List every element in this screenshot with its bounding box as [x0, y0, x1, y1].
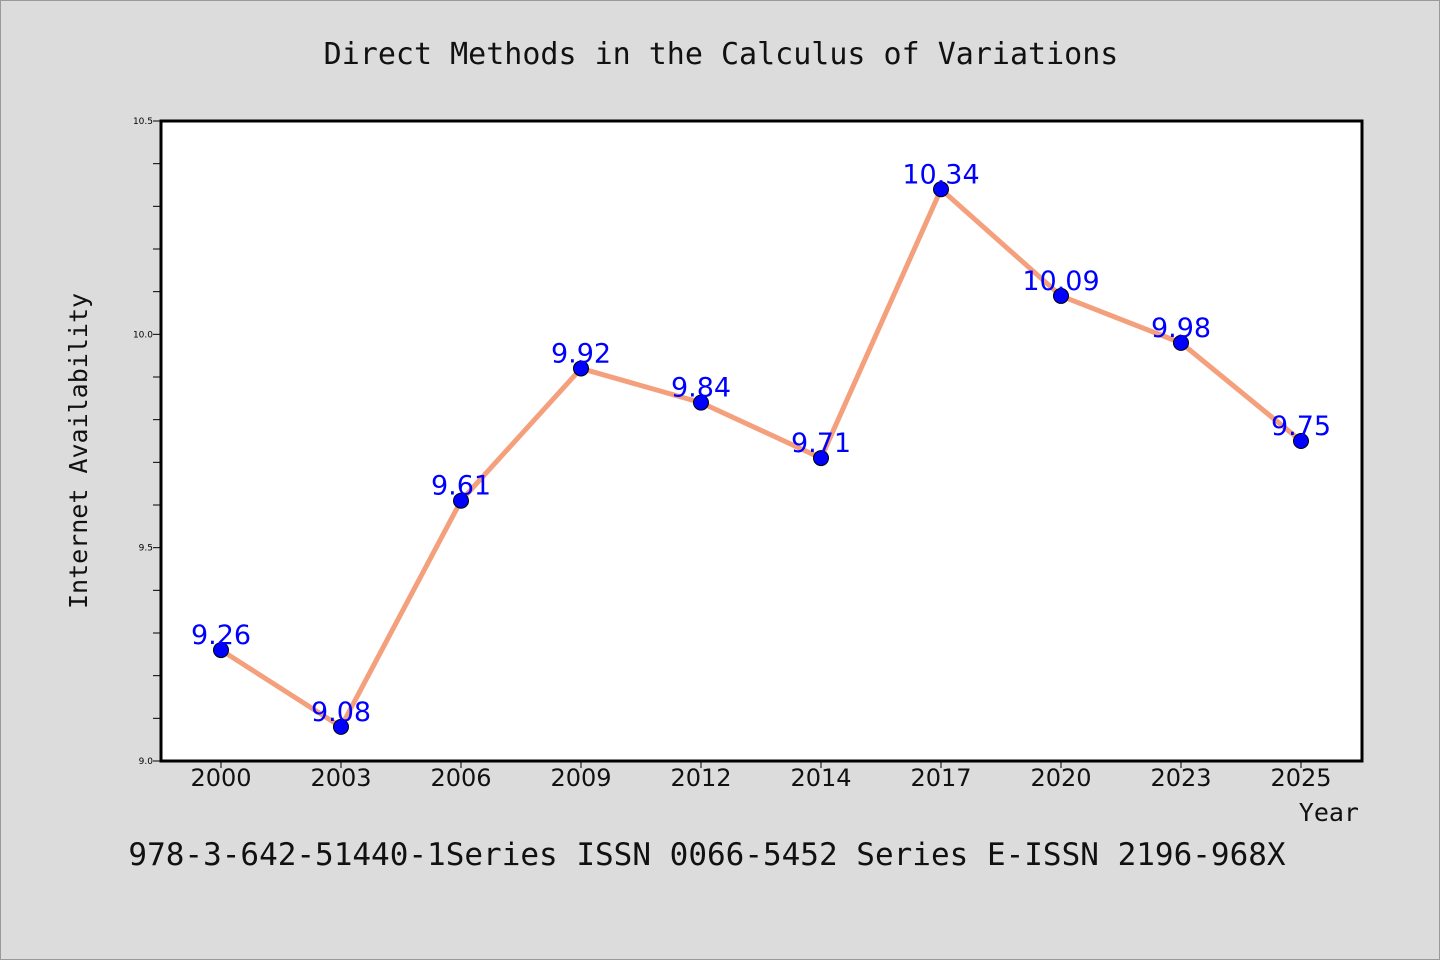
- data-point: [933, 181, 949, 198]
- chart-title: Direct Methods in the Calculus of Variat…: [324, 37, 1119, 72]
- y-tick-label: 9.5: [139, 544, 153, 554]
- data-label: 9.26: [191, 620, 251, 651]
- x-tick-label: 2006: [430, 764, 491, 792]
- x-axis-label: Year: [1299, 798, 1359, 827]
- data-point: [573, 360, 589, 377]
- y-tick-label: 10.5: [133, 117, 153, 127]
- data-label: 9.71: [791, 428, 851, 459]
- x-tick-label: 2020: [1030, 764, 1091, 792]
- data-label: 9.61: [431, 471, 491, 502]
- x-tick-label: 2012: [670, 764, 731, 792]
- y-tick-label: 9.0: [139, 757, 154, 767]
- x-tick-label: 2009: [550, 764, 611, 792]
- data-point: [1293, 433, 1309, 449]
- data-label: 9.84: [671, 373, 731, 404]
- data-label-group: 9.26 9.08 9.61 9.92 9.84 9.71 10.34 10.09 9.98 9.…: [191, 159, 1331, 728]
- data-label: 9.08: [311, 697, 371, 728]
- data-label: 10.34: [902, 159, 979, 190]
- data-point: [213, 642, 229, 659]
- x-tick-label: 2014: [790, 764, 851, 792]
- data-label: 10.09: [1022, 266, 1099, 297]
- data-point: [1053, 287, 1069, 304]
- x-tick-label: 2017: [910, 764, 971, 792]
- y-tick-label: 10.0: [133, 330, 153, 340]
- data-label: 9.75: [1271, 411, 1331, 442]
- y-axis-label: Internet Availability: [64, 293, 93, 609]
- data-label: 9.98: [1151, 313, 1211, 344]
- data-point: [453, 492, 469, 509]
- x-tick-label: 2003: [310, 764, 371, 792]
- series-line: [218, 186, 1304, 730]
- series-line-group: [213, 181, 1309, 735]
- data-point: [813, 450, 829, 467]
- x-tick-label: 2023: [1150, 764, 1211, 792]
- data-point: [333, 718, 349, 735]
- plot-area: [159, 119, 1364, 763]
- data-label: 9.92: [551, 338, 611, 369]
- footer-text: 978-3-642-51440-1Series ISSN 0066-5452 S…: [128, 837, 1285, 873]
- x-tick-label: 2025: [1270, 764, 1331, 792]
- y-axis: 9.0 9.5 10.0 10.5: [133, 117, 161, 767]
- x-axis: 2000 2003 2006 2009 2012 2014 2017 2020 2023 2025: [190, 761, 1332, 792]
- data-point: [1173, 334, 1189, 351]
- data-point: [693, 394, 709, 411]
- x-tick-label: 2000: [190, 764, 251, 792]
